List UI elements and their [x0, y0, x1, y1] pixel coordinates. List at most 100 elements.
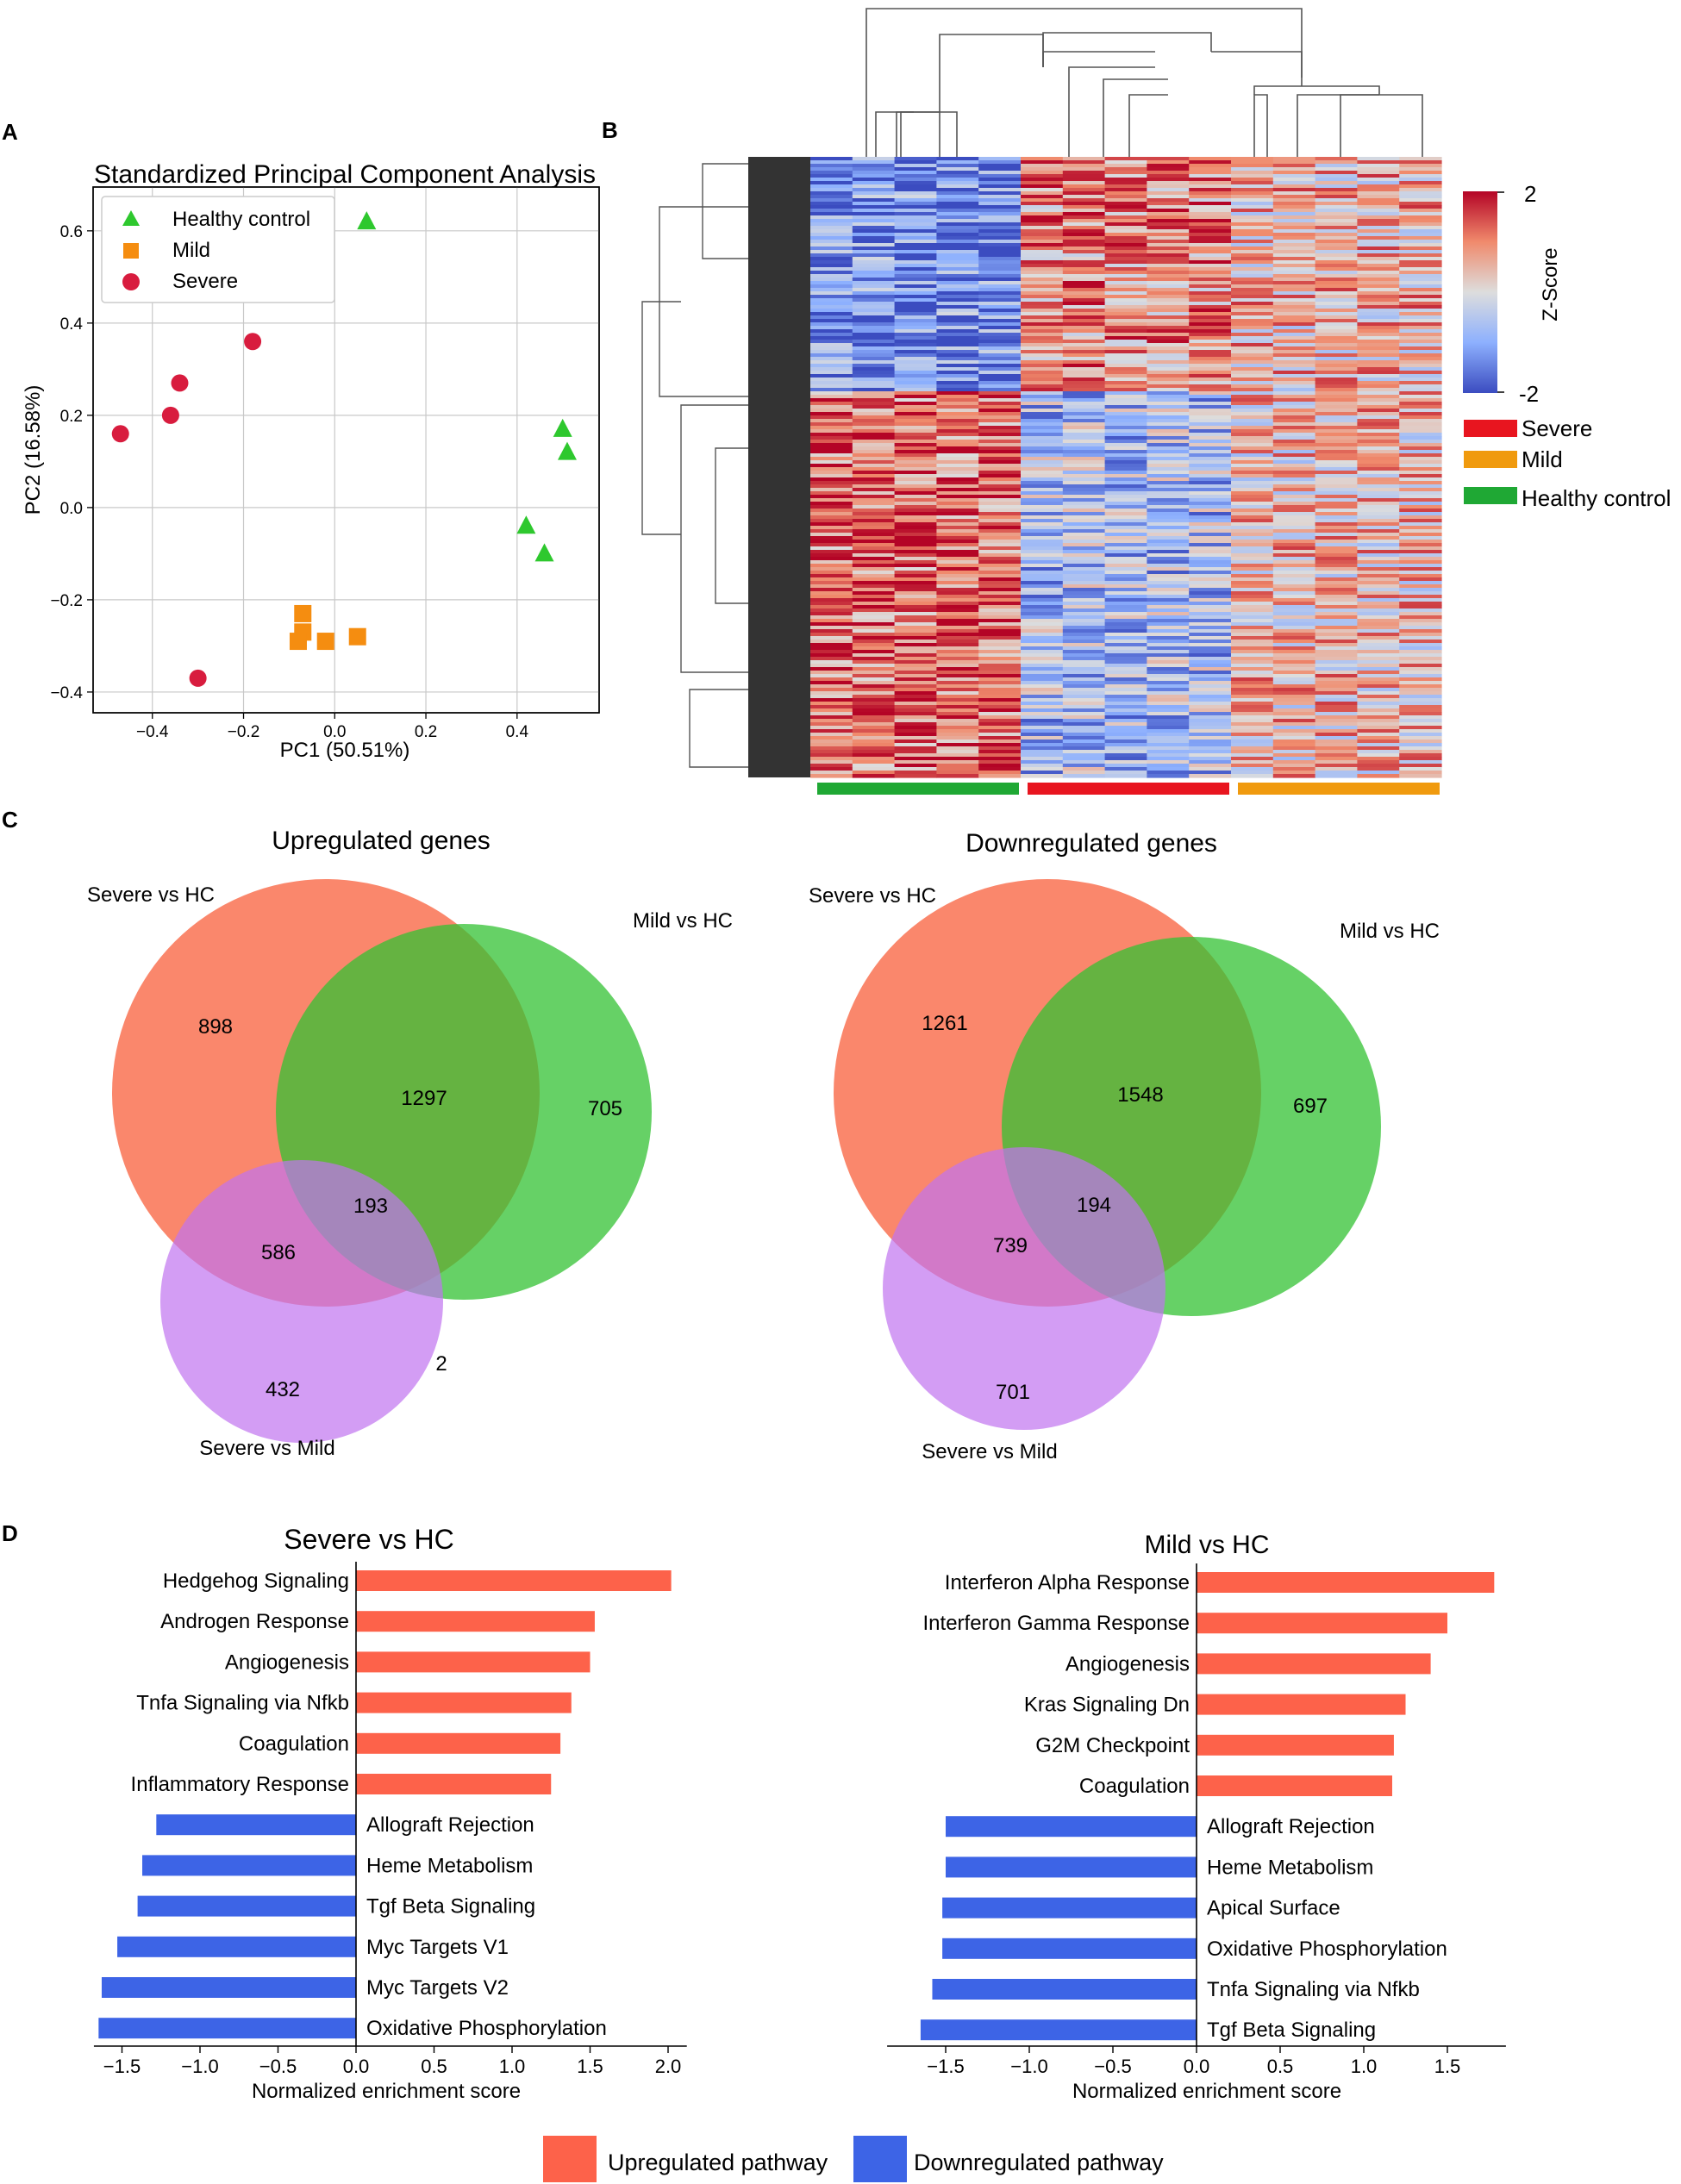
heatmap-cell	[1147, 402, 1190, 406]
heatmap-cell	[936, 164, 979, 168]
heatmap-cell	[1357, 553, 1400, 558]
heatmap-cell	[1315, 774, 1358, 778]
heatmap-cell	[810, 198, 853, 203]
group-legend-hc-label: Healthy control	[1522, 485, 1671, 511]
heatmap-cell	[1357, 346, 1400, 351]
heatmap-cell	[1357, 550, 1400, 554]
heatmap-cell	[1272, 619, 1316, 623]
heatmap-cell	[1315, 281, 1358, 285]
heatmap-cell	[1315, 367, 1358, 371]
heatmap-cell	[936, 395, 979, 399]
heatmap-cell	[1399, 574, 1442, 578]
heatmap-cell	[1147, 629, 1190, 633]
heatmap-cell	[852, 640, 896, 644]
heatmap-cell	[1231, 664, 1274, 668]
gsea-bar	[1197, 1653, 1431, 1675]
heatmap-cell	[1231, 184, 1274, 189]
heatmap-cell	[1399, 402, 1442, 406]
heatmap-cell	[978, 302, 1022, 306]
heatmap-cell	[1104, 233, 1147, 237]
heatmap-cell	[1189, 281, 1232, 285]
heatmap-cell	[978, 660, 1022, 665]
heatmap-cell	[1104, 509, 1147, 513]
heatmap-cell	[978, 664, 1022, 668]
heatmap-cell	[894, 540, 937, 544]
heatmap-cell	[1357, 739, 1400, 744]
heatmap-cell	[1062, 774, 1106, 778]
heatmap-cell	[1104, 226, 1147, 230]
heatmap-cell	[1104, 650, 1147, 654]
heatmap-cell	[1189, 502, 1232, 506]
heatmap-cell	[1231, 384, 1274, 389]
heatmap-cell	[936, 550, 979, 554]
heatmap-cell	[1062, 502, 1106, 506]
heatmap-cell	[894, 705, 937, 709]
gsea-right-title: Mild vs HC	[1144, 1531, 1269, 1559]
heatmap-cell	[1272, 433, 1316, 437]
heatmap-cell	[1315, 550, 1358, 554]
heatmap-cell	[894, 608, 937, 613]
heatmap-cell	[810, 509, 853, 513]
heatmap-cell	[1357, 457, 1400, 461]
heatmap-cell	[810, 715, 853, 720]
heatmap-cell	[978, 419, 1022, 423]
heatmap-cell	[810, 409, 853, 413]
heatmap-cell	[1357, 588, 1400, 592]
heatmap-cell	[1231, 529, 1274, 534]
heatmap-cell	[936, 305, 979, 309]
heatmap-cell	[810, 302, 853, 306]
heatmap-cell	[936, 340, 979, 344]
heatmap-cell	[978, 771, 1022, 775]
column-dendrogram-branch	[1042, 32, 1212, 67]
heatmap-cell	[1272, 543, 1316, 547]
heatmap-cell	[1147, 284, 1190, 289]
heatmap-cell	[1189, 681, 1232, 685]
heatmap-cell	[810, 167, 853, 172]
heatmap-cell	[1189, 705, 1232, 709]
heatmap-cell	[1231, 291, 1274, 296]
heatmap-cell	[936, 212, 979, 216]
heatmap-cell	[978, 212, 1022, 216]
heatmap-cell	[1272, 708, 1316, 713]
heatmap-cell	[1315, 722, 1358, 727]
heatmap-cell	[1231, 546, 1274, 551]
heatmap-cell	[1399, 388, 1442, 392]
heatmap-cell	[810, 474, 853, 478]
heatmap-cell	[810, 340, 853, 344]
heatmap-cell	[852, 553, 896, 558]
heatmap-cell	[1189, 367, 1232, 371]
heatmap-cell	[1272, 491, 1316, 496]
heatmap-cell	[1189, 543, 1232, 547]
heatmap-cell	[1104, 536, 1147, 540]
heatmap-cell	[1315, 671, 1358, 675]
heatmap-cell	[1189, 184, 1232, 189]
heatmap-cell	[1062, 260, 1106, 265]
heatmap-cell	[810, 564, 853, 568]
heatmap-chart: 2 -2 Z-Score Severe Mild Healthy control	[641, 8, 1671, 795]
heatmap-cell	[978, 484, 1022, 489]
heatmap-cell	[1315, 591, 1358, 596]
gsea-bar	[1197, 1694, 1406, 1715]
heatmap-cell	[1272, 309, 1316, 313]
heatmap-cell	[1357, 567, 1400, 571]
heatmap-cell	[852, 477, 896, 482]
heatmap-cell	[852, 436, 896, 440]
heatmap-cell	[1231, 557, 1274, 561]
heatmap-cell	[1189, 671, 1232, 675]
heatmap-cell	[978, 757, 1022, 761]
heatmap-cell	[1399, 684, 1442, 689]
heatmap-cell	[1272, 378, 1316, 382]
heatmap-cell	[1189, 567, 1232, 571]
heatmap-cell	[810, 278, 853, 282]
column-dendrogram-branch	[875, 111, 914, 157]
heatmap-cell	[1357, 484, 1400, 489]
heatmap-cell	[810, 250, 853, 254]
heatmap-cell	[810, 495, 853, 499]
heatmap-cell	[1357, 757, 1400, 761]
heatmap-cell	[1315, 253, 1358, 258]
heatmap-cell	[1021, 695, 1064, 699]
heatmap-cell	[1104, 360, 1147, 365]
heatmap-cell	[1272, 567, 1316, 571]
heatmap-cell	[1315, 209, 1358, 213]
heatmap-cell	[978, 712, 1022, 716]
